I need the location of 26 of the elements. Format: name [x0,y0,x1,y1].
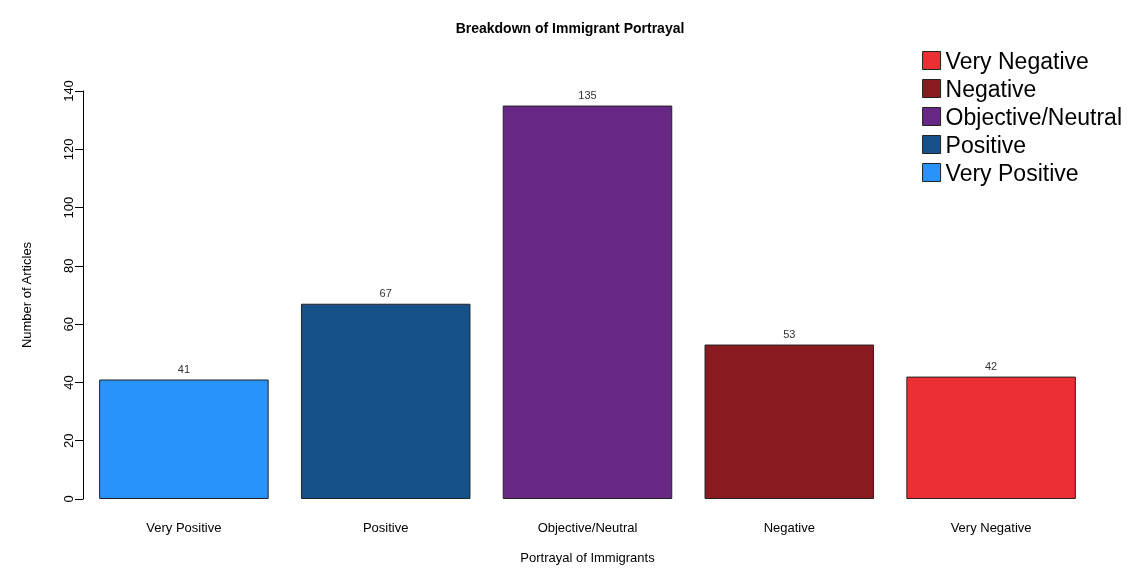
legend-label: Negative [945,75,1037,102]
x-tick-label: Very Positive [146,520,222,535]
legend-label: Very Negative [945,47,1089,74]
data-label: 41 [177,363,191,376]
legend-label: Very Positive [945,159,1079,186]
x-tick-label: Objective/Neutral [537,520,638,535]
x-tick-label: Very Negative [950,520,1032,535]
y-tick-label: 120 [61,138,76,161]
x-axis-title: Portrayal of Immigrants [520,550,656,565]
y-tick-label: 40 [61,375,76,390]
chart-title: Breakdown of Immigrant Portrayal [455,20,685,36]
y-axis-title: Number of Articles [19,241,34,349]
data-label: 67 [379,287,392,300]
x-tick-label: Positive [362,520,409,535]
y-tick-label: 20 [61,433,76,448]
x-tick-label: Negative [763,520,815,535]
data-label: 42 [984,360,998,373]
y-tick-label: 100 [61,196,76,219]
y-tick-label: 80 [61,258,76,274]
legend-label: Positive [945,131,1027,158]
y-tick-label: 60 [61,316,76,332]
y-tick-label: 0 [61,495,76,503]
y-tick-label: 140 [61,80,76,102]
data-label: 135 [578,89,597,102]
legend-label: Objective/Neutral [945,103,1123,130]
data-label: 53 [783,328,796,341]
